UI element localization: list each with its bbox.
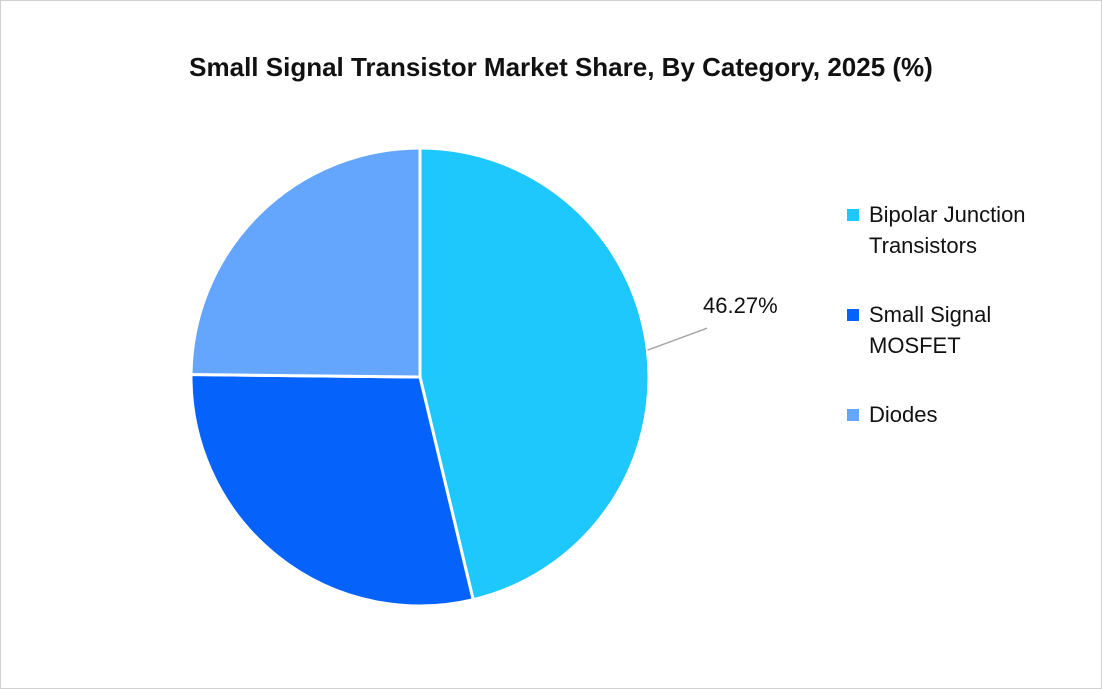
legend-swatch	[847, 309, 859, 321]
legend-swatch	[847, 209, 859, 221]
chart-title: Small Signal Transistor Market Share, By…	[189, 52, 933, 82]
legend-label: Small Signal MOSFET	[869, 302, 992, 358]
legend-item: Diodes	[847, 399, 1047, 430]
pie-slice	[189, 146, 422, 379]
legend-label: Diodes	[869, 402, 938, 427]
legend-item: Small Signal MOSFET	[847, 299, 1047, 361]
legend-item: Bipolar Junction Transistors	[847, 199, 1047, 261]
data-label: 46.27%	[703, 293, 778, 318]
legend-label: Bipolar Junction Transistors	[869, 202, 1026, 258]
pie-slice	[418, 146, 651, 602]
legend: Bipolar Junction Transistors Small Signal…	[847, 199, 1047, 430]
leader-line	[647, 327, 708, 351]
legend-swatch	[847, 409, 859, 421]
pie-slice	[189, 373, 475, 608]
